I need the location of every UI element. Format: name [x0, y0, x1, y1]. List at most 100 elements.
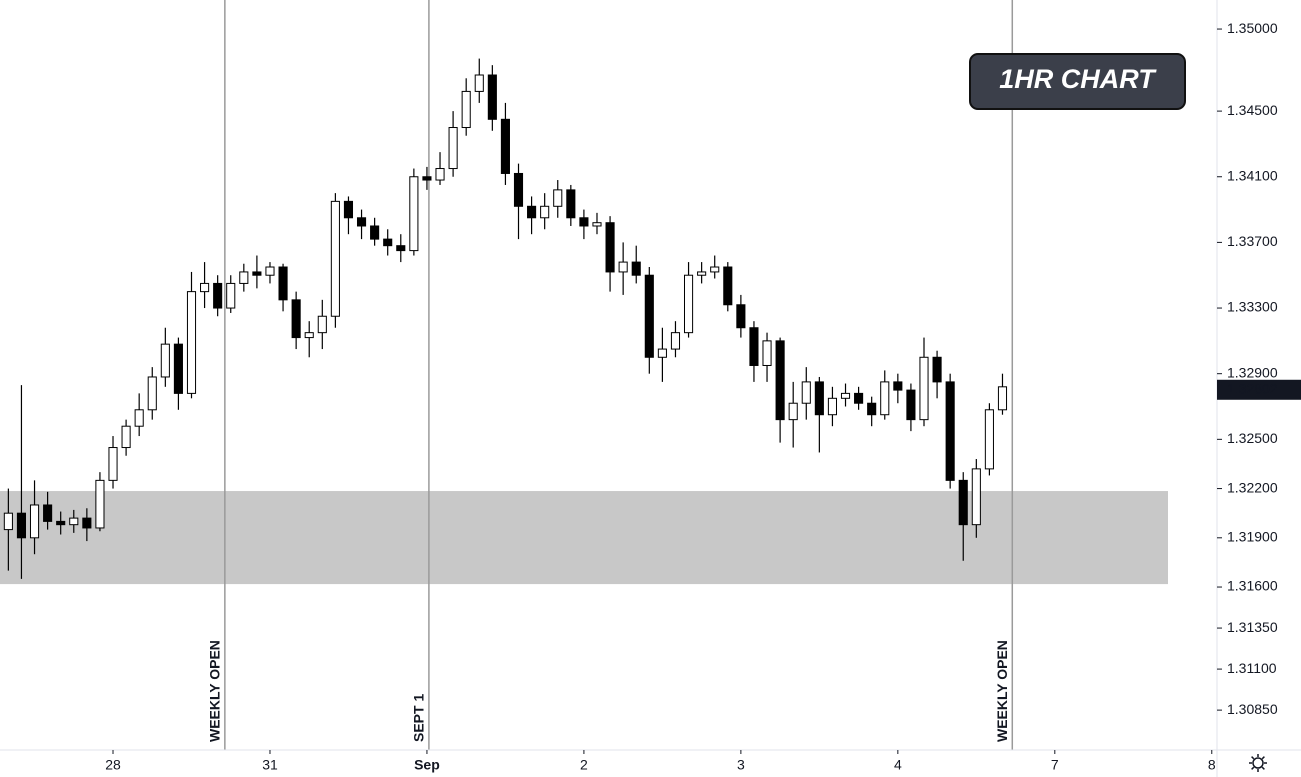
candle-body	[160, 343, 170, 378]
candle-body	[631, 261, 641, 276]
y-tick-label: 1.32200	[1227, 479, 1278, 495]
candle-body	[592, 222, 602, 227]
y-tick-label: 1.31900	[1227, 529, 1278, 545]
candle-body	[422, 176, 432, 181]
candle-body	[200, 282, 210, 293]
candle-body	[448, 127, 458, 170]
y-tick-label: 1.32500	[1227, 430, 1278, 446]
candle-body	[788, 402, 798, 421]
candle-body	[867, 402, 877, 416]
candle-body	[356, 217, 367, 227]
candle-body	[370, 225, 380, 240]
candle-body	[618, 261, 628, 273]
y-tick-label: 1.30850	[1227, 701, 1278, 717]
candle-body	[500, 118, 510, 174]
x-tick-label: Sep	[414, 757, 440, 773]
candle-body	[958, 479, 968, 526]
candle-body	[108, 447, 118, 481]
candle-body	[304, 332, 314, 339]
badge-box	[969, 53, 1186, 110]
candle-body	[644, 274, 654, 358]
y-tick-label: 1.35000	[1227, 20, 1278, 36]
y-tick-label: 1.34100	[1227, 167, 1278, 183]
candle-body	[997, 386, 1008, 411]
x-tick-label: 8	[1208, 757, 1216, 773]
candle-body	[82, 517, 92, 529]
candle-body	[252, 271, 262, 276]
x-tick-label: 28	[105, 757, 121, 773]
last-price-tag	[1217, 379, 1301, 400]
settings-icon[interactable]	[1249, 754, 1267, 772]
support-zone	[0, 491, 1168, 585]
candle-body	[683, 274, 694, 334]
y-tick-label: 1.32900	[1227, 364, 1278, 380]
x-tick-label: 3	[737, 757, 745, 773]
candle-body	[69, 517, 79, 526]
candle-body	[213, 282, 223, 309]
candle-body	[226, 282, 236, 309]
x-tick-label: 31	[262, 757, 278, 773]
candle-body	[474, 74, 484, 92]
x-tick-label: 7	[1051, 757, 1059, 773]
candle-body	[566, 189, 576, 219]
settings-rays[interactable]	[1249, 754, 1267, 772]
candle-body	[330, 200, 340, 317]
annotation-label: SEPT 1	[411, 694, 427, 742]
candle-body	[3, 512, 13, 531]
candle-body	[461, 90, 471, 129]
candle-body	[801, 381, 811, 404]
y-tick-label: 1.31600	[1227, 578, 1278, 594]
candle-body	[16, 512, 27, 539]
candle-body	[553, 189, 563, 207]
candle-body	[762, 340, 772, 366]
candle-body	[749, 327, 759, 366]
candle-body	[827, 397, 837, 416]
candle-body	[121, 425, 131, 449]
candle-body	[29, 504, 40, 539]
plot-area: WEEKLY OPEN SEPT 1 WEEKLY OPEN	[0, 0, 1168, 750]
candle-body	[932, 356, 942, 383]
candle-body	[710, 266, 720, 273]
candle-body	[540, 205, 550, 219]
candle-body	[383, 238, 393, 247]
candle-body	[840, 392, 851, 399]
candle-body	[723, 266, 733, 306]
candle-body	[880, 381, 890, 416]
candle-body	[775, 340, 785, 421]
candle-body	[435, 168, 445, 181]
candle-body	[670, 332, 681, 350]
candle-body	[147, 376, 157, 411]
candle-body	[173, 343, 183, 394]
candle-body	[893, 381, 903, 391]
candle-body	[971, 468, 981, 526]
candle-body	[291, 299, 301, 339]
candle-body	[513, 172, 524, 207]
candle-body	[317, 315, 327, 334]
annotation-label: WEEKLY OPEN	[207, 640, 223, 742]
candle-body	[487, 74, 497, 120]
y-tick-label: 1.31350	[1227, 619, 1278, 635]
candle-body	[278, 266, 288, 301]
candle-body	[409, 176, 419, 252]
annotation-label: WEEKLY OPEN	[994, 640, 1010, 742]
candle-body	[605, 222, 615, 273]
candle-body	[657, 348, 667, 358]
candle-body	[854, 392, 864, 404]
y-tick-label: 1.34500	[1227, 102, 1278, 118]
candle-body	[134, 409, 144, 427]
candle-body	[984, 409, 994, 470]
candle-body	[343, 200, 354, 219]
settings-gear[interactable]	[1252, 757, 1264, 769]
candle-body	[527, 205, 537, 219]
candle-body	[265, 266, 275, 276]
candle-body	[736, 304, 746, 329]
candle-body	[906, 389, 916, 421]
title-badge: 1HR CHART	[969, 53, 1186, 110]
candle-body	[56, 520, 66, 526]
last-price-label: 1.32802	[1227, 380, 1278, 396]
x-tick-label: 2	[580, 757, 588, 773]
chart-title: 1HR CHART	[999, 64, 1157, 94]
y-tick-label: 1.33700	[1227, 233, 1278, 249]
candle-body	[814, 381, 824, 416]
